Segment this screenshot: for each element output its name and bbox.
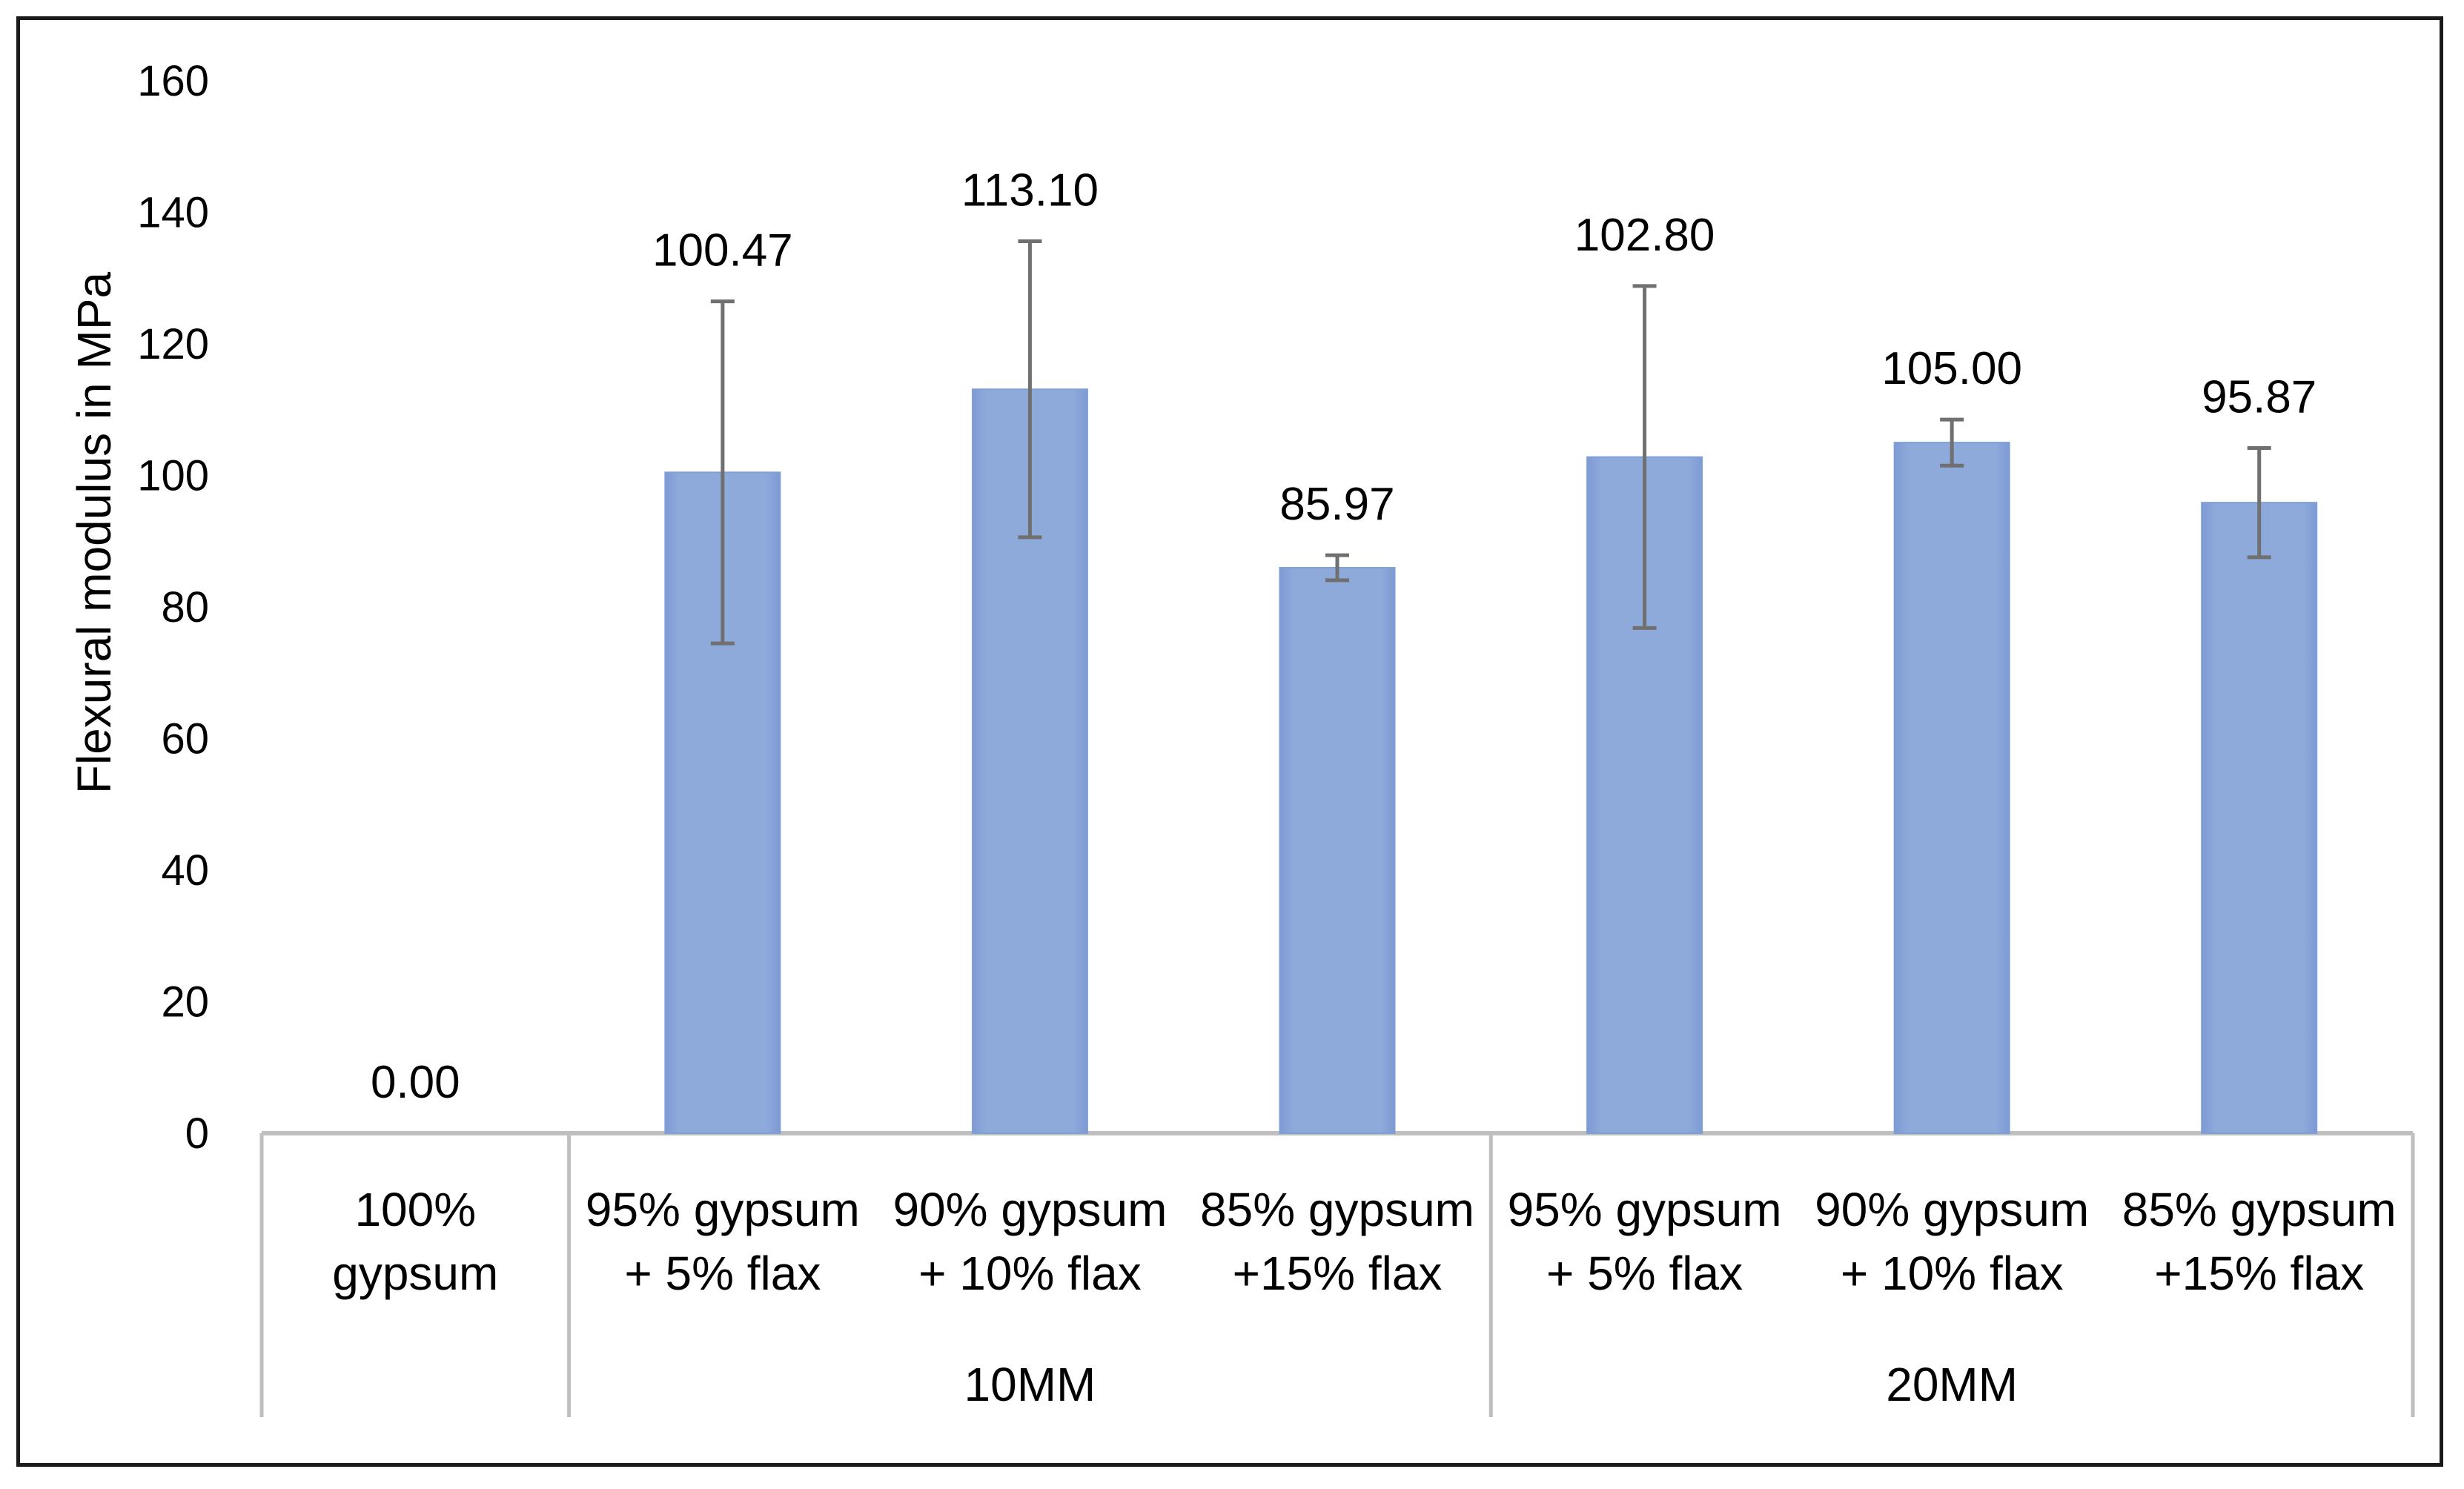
x-tick-label: 95% gypsum bbox=[586, 1183, 860, 1236]
x-tick-label: +15% flax bbox=[1233, 1247, 1443, 1300]
x-tick-label: +15% flax bbox=[2154, 1247, 2364, 1300]
x-tick-label: 100% bbox=[354, 1183, 476, 1236]
data-label: 95.87 bbox=[2202, 371, 2316, 422]
y-tick-label: 40 bbox=[161, 846, 209, 895]
bar bbox=[1893, 442, 2010, 1134]
x-tick-label: + 10% flax bbox=[1841, 1247, 2064, 1300]
data-label: 113.10 bbox=[961, 165, 1099, 216]
y-tick-label: 100 bbox=[137, 452, 209, 500]
y-tick-label: 160 bbox=[137, 57, 209, 105]
data-label: 100.47 bbox=[652, 225, 793, 276]
y-tick-label: 20 bbox=[161, 978, 209, 1027]
y-tick-label: 60 bbox=[161, 715, 209, 763]
y-axis-label: Flexural modulus in MPa bbox=[67, 271, 121, 794]
x-tick-label: + 10% flax bbox=[918, 1247, 1142, 1300]
bar bbox=[2201, 502, 2318, 1134]
x-tick-label: 85% gypsum bbox=[2122, 1183, 2397, 1236]
x-tick-label: + 5% flax bbox=[624, 1247, 821, 1300]
bar-chart: 0 20 40 60 80 100 120 140 160 0.00 100.47 113.10 85… bbox=[67, 57, 2415, 1417]
data-label: 105.00 bbox=[1881, 343, 2022, 394]
x-group-label: 10MM bbox=[964, 1358, 1096, 1411]
x-tick-label: 85% gypsum bbox=[1200, 1183, 1474, 1236]
data-label: 102.80 bbox=[1574, 210, 1715, 261]
chart-frame: 0 20 40 60 80 100 120 140 160 0.00 100.47 113.10 85… bbox=[16, 16, 2443, 1467]
y-tick-label: 140 bbox=[137, 189, 209, 237]
x-tick-label: 90% gypsum bbox=[892, 1183, 1167, 1236]
data-label: 85.97 bbox=[1279, 479, 1394, 530]
data-label: 0.00 bbox=[371, 1057, 460, 1108]
x-tick-label: + 5% flax bbox=[1546, 1247, 1743, 1300]
x-group-label: 20MM bbox=[1886, 1358, 2018, 1411]
x-tick-label: gypsum bbox=[332, 1247, 498, 1300]
y-tick-label: 120 bbox=[137, 320, 209, 368]
bar bbox=[971, 388, 1088, 1134]
y-tick-label: 0 bbox=[185, 1110, 209, 1158]
y-tick-label: 80 bbox=[161, 583, 209, 631]
x-tick-label: 95% gypsum bbox=[1508, 1183, 1782, 1236]
bar bbox=[1279, 567, 1396, 1134]
x-tick-label: 90% gypsum bbox=[1815, 1183, 2089, 1236]
